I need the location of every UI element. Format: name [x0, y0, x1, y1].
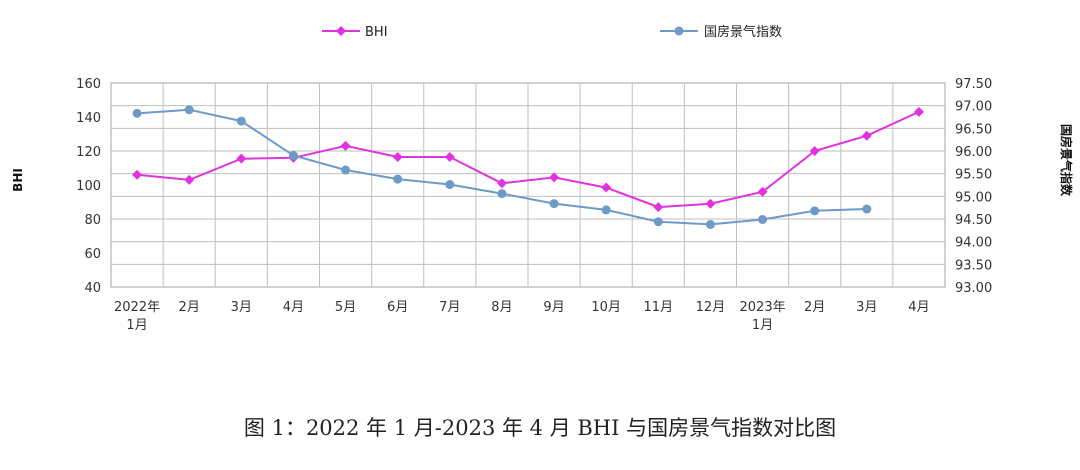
x-tick-label: 6月	[387, 300, 408, 315]
x-axis-ticks: 2022年 1月 2月 3月 4月 5月 6月 7月 8月 9月 10月 11月 12月 2023年 1月 2…	[114, 300, 930, 333]
x-tick-label: 2023年 1月	[740, 300, 786, 333]
data-point-guofang	[862, 204, 872, 214]
data-point-bhi	[913, 106, 924, 117]
x-tick-label: 3月	[231, 300, 252, 315]
right-tick-label: 97.50	[955, 77, 992, 92]
x-tick-label: 2月	[179, 300, 200, 315]
data-point-guofang	[236, 116, 246, 126]
x-tick-label: 12月	[696, 300, 726, 315]
data-point-bhi	[236, 153, 247, 164]
legend-marker-guofang	[674, 26, 684, 36]
data-point-bhi	[184, 174, 195, 185]
legend-item-guofang: 国房景气指数	[660, 24, 782, 40]
right-axis-title: 国房景气指数	[1059, 124, 1074, 197]
legend-label-bhi: BHI	[365, 25, 388, 40]
legend-marker-bhi	[336, 26, 346, 36]
legend-item-bhi: BHI	[322, 25, 388, 40]
legend-label-guofang: 国房景气指数	[704, 24, 782, 40]
data-point-bhi	[444, 151, 455, 162]
left-tick-label: 140	[76, 111, 101, 126]
x-tick-label: 8月	[491, 300, 512, 315]
data-point-guofang	[705, 219, 715, 229]
right-tick-label: 94.50	[955, 213, 992, 228]
left-tick-label: 60	[84, 247, 101, 262]
x-tick-label: 2月	[804, 300, 825, 315]
legend: BHI 国房景气指数	[322, 24, 782, 40]
data-point-guofang	[758, 214, 768, 224]
data-point-guofang	[810, 206, 820, 216]
data-point-guofang	[497, 189, 507, 199]
right-tick-label: 96.00	[955, 145, 992, 160]
figure-caption: 图 1：2022 年 1 月-2023 年 4 月 BHI 与国房景气指数对比图	[243, 416, 837, 440]
left-axis-ticks: 40 60 80 100 120 140 160	[76, 77, 101, 296]
data-point-bhi	[601, 182, 612, 193]
data-point-guofang	[341, 165, 351, 175]
data-point-guofang	[653, 217, 663, 227]
data-point-bhi	[392, 151, 403, 162]
left-tick-label: 40	[84, 281, 101, 296]
data-point-bhi	[757, 186, 768, 197]
data-point-bhi	[861, 130, 872, 141]
right-tick-label: 93.00	[955, 281, 992, 296]
right-tick-label: 95.50	[955, 168, 992, 183]
right-tick-label: 95.00	[955, 190, 992, 205]
x-tick-label: 11月	[644, 300, 674, 315]
data-point-bhi	[340, 140, 351, 151]
data-point-bhi	[705, 198, 716, 209]
left-tick-label: 80	[84, 213, 101, 228]
left-tick-label: 120	[76, 145, 101, 160]
x-tick-label: 7月	[439, 300, 460, 315]
data-point-guofang	[288, 151, 298, 161]
data-point-guofang	[445, 180, 455, 190]
x-tick-label: 2022年 1月	[114, 300, 160, 333]
data-point-bhi	[653, 202, 664, 213]
right-tick-label: 93.50	[955, 258, 992, 273]
series-line-bhi	[137, 110, 920, 209]
data-point-bhi	[132, 169, 143, 180]
x-tick-label: 4月	[908, 300, 929, 315]
data-point-guofang	[132, 108, 142, 118]
right-tick-label: 96.50	[955, 122, 992, 137]
right-tick-label: 97.00	[955, 100, 992, 115]
data-point-guofang	[184, 105, 194, 115]
series-layer	[132, 105, 924, 229]
right-tick-label: 94.00	[955, 236, 992, 251]
left-tick-label: 160	[76, 77, 101, 92]
chart-grid	[110, 82, 946, 288]
data-point-bhi	[549, 172, 560, 183]
right-axis-ticks: 93.00 93.50 94.00 94.50 95.00 95.50 96.00 96.50…	[955, 77, 992, 296]
data-point-guofang	[549, 199, 559, 209]
data-point-bhi	[496, 178, 507, 189]
data-point-bhi	[809, 146, 820, 156]
series-line-guofang	[137, 108, 867, 226]
data-point-guofang	[601, 205, 611, 215]
x-tick-label: 3月	[856, 300, 877, 315]
left-tick-label: 100	[76, 179, 101, 194]
x-tick-label: 5月	[335, 300, 356, 315]
data-point-guofang	[393, 174, 403, 184]
x-tick-label: 10月	[591, 300, 621, 315]
x-tick-label: 4月	[283, 300, 304, 315]
left-axis-title: BHI	[11, 168, 25, 192]
x-tick-label: 9月	[543, 300, 564, 315]
